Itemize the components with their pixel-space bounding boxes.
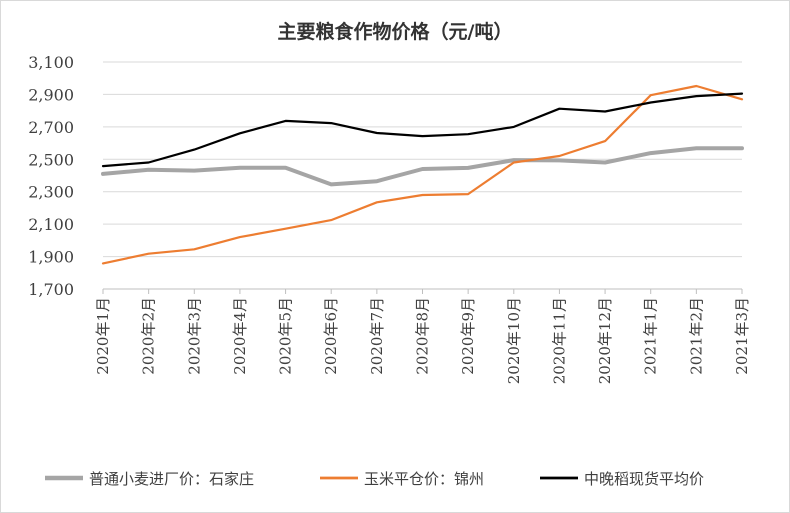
chart-title: 主要粮食作物价格（元/吨） [278,20,513,43]
x-tick-label: 2020年7月 [368,297,386,375]
x-tick-label: 2020年3月 [185,297,203,375]
series-lines [101,84,744,265]
y-tick-label: 2,500 [28,150,74,169]
legend: 普通小麦进厂价：石家庄 玉米平仓价：锦州 中晚稻现货平均价 [45,470,704,488]
gridlines [103,61,742,290]
x-tick-label: 2020年10月 [505,297,523,384]
legend-label: 普通小麦进厂价：石家庄 [89,470,254,488]
x-tick-label: 2020年11月 [550,297,568,384]
y-tick-label: 2,700 [28,118,74,137]
x-tick-label: 2020年6月 [322,297,340,375]
y-tick-label: 2,900 [28,85,74,104]
x-axis-ticks: 2020年1月 2020年2月 2020年3月 2020年4月 2020年5月 2020年… [94,297,751,384]
x-tick-label: 2020年12月 [596,297,614,384]
series-line-0 [101,146,744,187]
y-tick-label: 2,100 [28,215,74,234]
series-line-1 [101,84,744,265]
x-axis [102,288,743,294]
x-tick-label: 2020年9月 [459,297,477,375]
x-tick-label: 2020年2月 [140,297,158,375]
legend-label: 中晚稻现货平均价 [584,470,704,488]
x-tick-label: 2020年5月 [277,297,295,375]
y-tick-label: 1,900 [28,248,74,267]
x-tick-label: 2021年1月 [642,297,660,375]
y-axis-ticks: 1,700 1,900 2,100 2,300 2,500 2,700 2,900 3,100 [28,53,74,299]
y-tick-label: 3,100 [28,53,74,72]
x-tick-label: 2020年4月 [231,297,249,375]
x-tick-label: 2020年1月 [94,297,112,375]
x-tick-label: 2020年8月 [414,297,432,375]
y-tick-label: 2,300 [28,183,74,202]
series-line-2 [101,92,744,168]
legend-label: 玉米平仓价：锦州 [364,470,484,488]
x-tick-label: 2021年3月 [733,297,751,375]
y-tick-label: 1,700 [28,280,74,299]
x-tick-label: 2021年2月 [687,297,705,375]
